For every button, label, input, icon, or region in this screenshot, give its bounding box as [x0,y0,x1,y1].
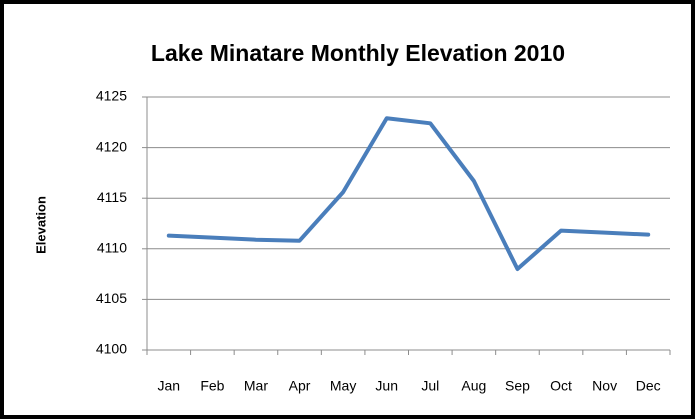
y-tick-label: 4115 [97,189,127,205]
y-tick-label: 4105 [96,290,127,306]
x-tick-label: Apr [289,378,311,394]
y-axis-label: Elevation [33,196,48,254]
chart-title: Lake Minatare Monthly Elevation 2010 [151,40,565,66]
x-tick-label: Mar [244,378,268,394]
x-tick-label: Nov [592,378,617,394]
x-tick-label: Aug [461,378,486,394]
x-tick-label: Oct [550,378,572,394]
y-tick-label: 4125 [96,88,127,104]
x-tick-label: Jun [375,378,398,394]
x-tick-label: Feb [200,378,224,394]
y-tick-label: 4110 [97,240,127,256]
x-tick-label: Sep [505,378,530,394]
y-tick-label: 4100 [96,341,127,357]
x-tick-label: May [330,378,356,394]
y-tick-label: 4120 [96,138,127,154]
x-tick-label: Jan [158,378,181,394]
x-tick-label: Jul [421,378,439,394]
data-line [166,116,651,272]
x-tick-label: Dec [636,378,661,394]
